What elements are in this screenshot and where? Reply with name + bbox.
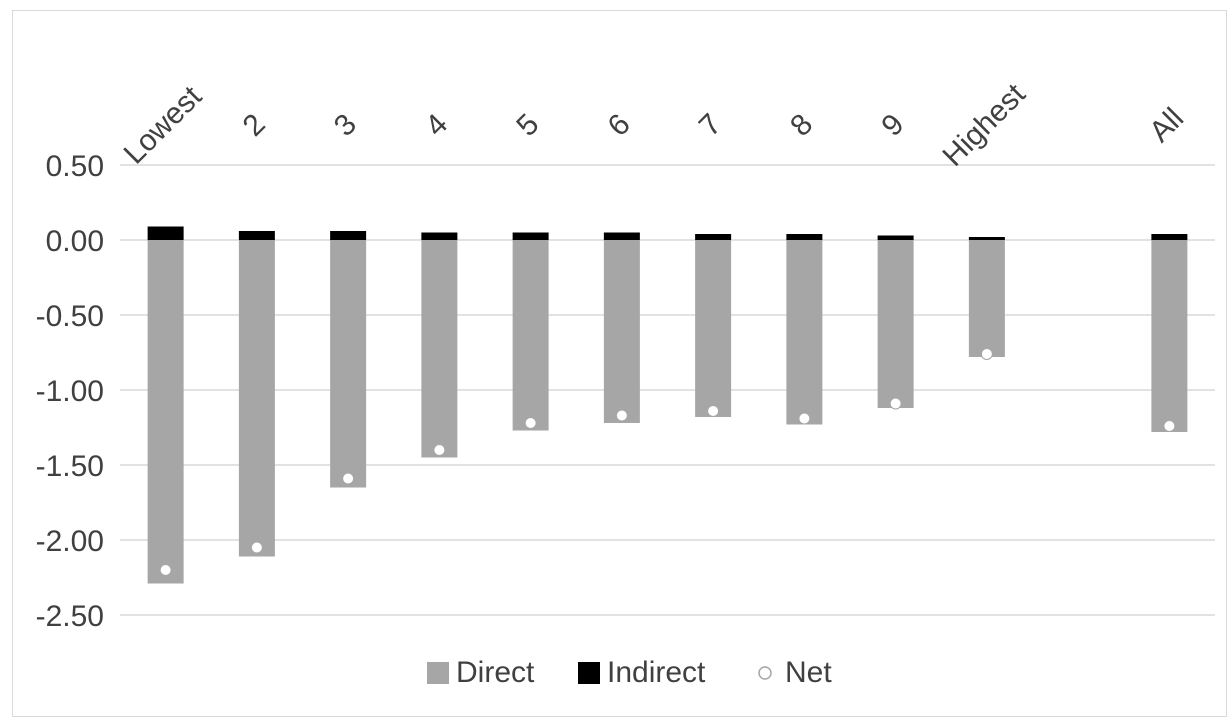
net-marker [159, 564, 172, 576]
net-marker [980, 348, 993, 360]
category-label: 7 [693, 108, 728, 143]
net-marker [889, 397, 902, 410]
bar-indirect [1151, 234, 1188, 240]
category-label: All [1143, 102, 1190, 149]
y-tick-label: -2.00 [36, 525, 104, 558]
bar-direct [330, 240, 367, 488]
legend-label-net: Net [785, 656, 832, 689]
bar-indirect [968, 237, 1005, 240]
legend-swatch-net [758, 666, 772, 680]
bar-indirect [330, 231, 367, 240]
y-tick-label: -1.00 [36, 375, 104, 408]
net-marker [1163, 420, 1176, 432]
net-marker [524, 417, 537, 429]
net-marker [798, 412, 811, 425]
y-tick-label: 0.00 [46, 225, 104, 258]
category-label: 3 [328, 108, 363, 143]
bar-direct [512, 240, 549, 431]
net-marker [615, 409, 628, 422]
y-axis-tick-labels: 0.50 0.00 -0.50 -1.00 -1.50 -2.00 -2.50 [36, 150, 104, 633]
bar-direct [968, 240, 1005, 357]
bar-direct [695, 240, 732, 417]
category-label: 4 [419, 108, 454, 143]
bar-direct [421, 240, 458, 458]
bar-indirect [603, 232, 640, 240]
category-label: 9 [875, 108, 910, 143]
bar-direct [603, 240, 640, 423]
category-label: Lowest [118, 80, 209, 171]
y-tick-label: -0.50 [36, 300, 104, 333]
category-label: Highest [937, 77, 1033, 173]
bar-indirect [238, 231, 275, 240]
net-marker [707, 405, 720, 417]
bar-indirect [695, 234, 732, 240]
bar-direct [238, 240, 275, 557]
bar-indirect [786, 234, 823, 240]
category-label: 5 [510, 108, 545, 143]
y-tick-label: 0.50 [46, 150, 104, 183]
bar-indirect [147, 226, 184, 240]
category-label: 8 [784, 108, 819, 143]
bar-direct [1151, 240, 1188, 432]
y-tick-label: -2.50 [36, 600, 104, 633]
bar-indirect [421, 232, 458, 240]
legend: Direct Indirect Net [427, 656, 832, 689]
category-labels: Lowest 2 3 4 5 6 7 8 9 Highest All [118, 77, 1190, 173]
bar-direct [786, 240, 823, 425]
net-marker [433, 444, 446, 456]
legend-label-indirect: Indirect [607, 656, 706, 689]
bar-direct [877, 240, 914, 408]
bar-indirect [512, 232, 549, 240]
net-marker [250, 541, 263, 554]
gridlines [120, 164, 1215, 616]
legend-swatch-direct [427, 662, 449, 684]
category-label: 2 [237, 108, 272, 143]
bar-indirect [877, 235, 914, 240]
category-label: 6 [602, 108, 637, 143]
net-marker [342, 472, 355, 485]
legend-swatch-indirect [578, 662, 600, 684]
net-markers [159, 348, 1176, 576]
y-tick-label: -1.50 [36, 450, 104, 483]
bars [147, 226, 1188, 584]
bar-direct [147, 240, 184, 584]
legend-label-direct: Direct [456, 656, 535, 689]
